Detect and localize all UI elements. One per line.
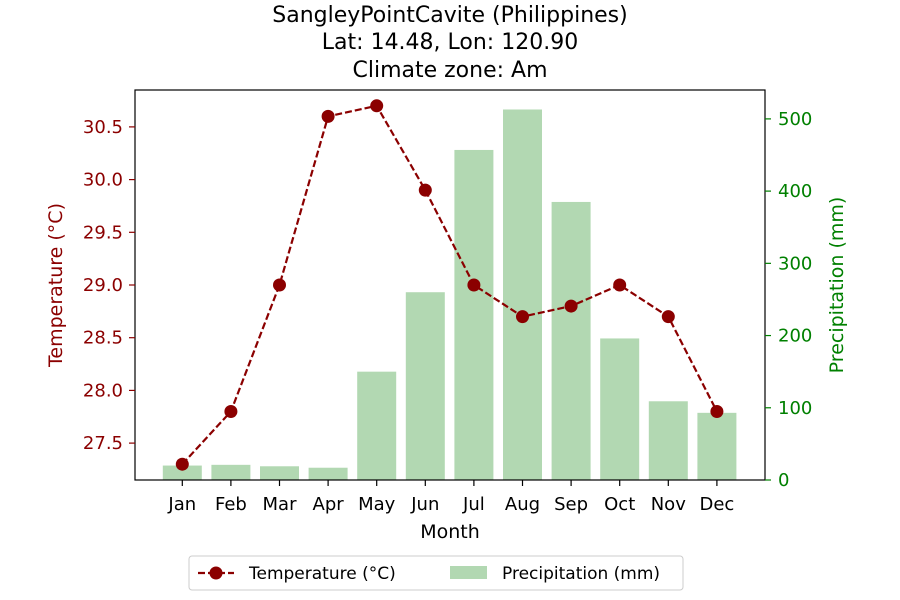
precipitation-bar-aug [503, 109, 542, 480]
x-tick-label: Dec [699, 494, 734, 515]
right-tick-label: 200 [778, 326, 812, 347]
left-tick-label: 28.5 [83, 328, 123, 349]
precipitation-bar-jul [454, 149, 494, 480]
legend: Temperature (°C) Precipitation (mm) [188, 555, 684, 591]
x-tick-label: May [358, 494, 396, 515]
precipitation-bar-oct [600, 338, 640, 480]
right-tick-label: 400 [778, 181, 812, 202]
x-tick-label: Mar [263, 494, 298, 515]
precipitation-bar-sep [551, 201, 591, 480]
right-tick-label: 0 [778, 470, 789, 491]
legend-precipitation-label: Precipitation (mm) [502, 564, 660, 584]
legend-temperature-marker-icon [209, 566, 223, 580]
x-axis: Jan Feb Mar Apr May Jun Jul Aug Sep Oct Nov Dec [167, 480, 734, 515]
temperature-point-apr [321, 109, 335, 123]
precipitation-bar-dec [697, 412, 737, 480]
temperature-point-nov [661, 310, 675, 324]
left-tick-label: 30.5 [83, 117, 123, 138]
x-tick-label: Jan [167, 494, 196, 515]
title-line-3: Climate zone: Am [352, 58, 547, 83]
left-tick-label: 30.0 [83, 170, 123, 191]
right-axis-label: Precipitation (mm) [826, 197, 848, 374]
precipitation-bar-feb [211, 464, 251, 480]
x-tick-label: Sep [554, 494, 588, 515]
temperature-point-aug [516, 310, 529, 324]
legend-frame [188, 555, 684, 591]
temperature-point-oct [613, 278, 627, 292]
x-axis-label: Month [420, 521, 480, 543]
x-tick-label: Feb [215, 494, 247, 515]
temperature-point-sep [564, 299, 578, 313]
temperature-point-jan [175, 457, 189, 471]
x-tick-label: Jun [410, 494, 439, 515]
precipitation-bar-apr [308, 467, 348, 480]
left-tick-label: 29.0 [83, 275, 123, 296]
left-axis: 27.5 28.0 28.5 29.0 29.5 30.0 30.5 [83, 117, 135, 454]
temperature-point-feb [224, 404, 238, 418]
right-axis: 0 100 200 300 400 500 [765, 109, 812, 491]
x-tick-label: Apr [313, 494, 345, 515]
title-line-1: SangleyPointCavite (Philippines) [272, 3, 627, 28]
temperature-line [175, 99, 724, 471]
right-tick-label: 100 [778, 398, 812, 419]
right-tick-label: 300 [778, 253, 812, 274]
temperature-point-jul [467, 278, 481, 292]
temperature-series-line [181, 104, 718, 465]
legend-temperature-label: Temperature (°C) [248, 564, 396, 584]
title-line-2: Lat: 14.48, Lon: 120.90 [322, 30, 578, 55]
left-tick-label: 28.0 [83, 380, 123, 401]
left-axis-label: Temperature (°C) [45, 203, 67, 368]
x-tick-label: Aug [505, 494, 540, 515]
right-tick-label: 500 [778, 109, 812, 130]
x-tick-label: Nov [651, 494, 686, 515]
precipitation-bar-jan [162, 465, 202, 480]
x-tick-label: Oct [604, 494, 635, 515]
chart-title: SangleyPointCavite (Philippines) Lat: 14… [272, 3, 627, 83]
left-tick-label: 27.5 [83, 433, 123, 454]
precipitation-bars [162, 109, 737, 480]
left-tick-label: 29.5 [83, 222, 123, 243]
precipitation-bar-jun [405, 292, 445, 480]
temperature-point-may [370, 99, 384, 113]
x-tick-label: Jul [462, 494, 485, 515]
temperature-point-dec [710, 404, 724, 418]
temperature-point-jun [418, 183, 432, 197]
precipitation-bar-may [357, 371, 397, 480]
precipitation-bar-mar [260, 466, 299, 480]
temperature-point-mar [273, 278, 286, 292]
legend-precipitation-swatch-icon [450, 566, 487, 579]
precipitation-bar-nov [648, 401, 688, 480]
